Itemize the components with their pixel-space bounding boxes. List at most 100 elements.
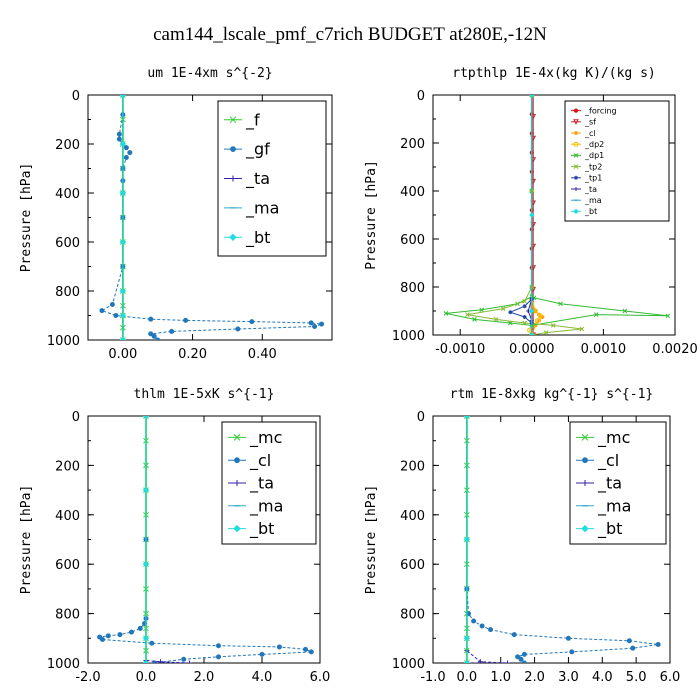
y-tick-label: 800 (55, 608, 80, 623)
legend-label: _tp2 (584, 162, 602, 171)
data-point (127, 150, 133, 156)
legend-swatch-marker (581, 524, 589, 533)
legend-label: _bt (597, 519, 622, 539)
data-point (187, 660, 192, 663)
data-point (522, 315, 527, 319)
legend-swatch-marker (230, 146, 236, 153)
x-tick-label: 0.0 (457, 670, 478, 685)
data-point (464, 660, 470, 663)
x-tick-label: 3.0 (558, 670, 579, 685)
data-point (216, 654, 221, 660)
data-point (550, 323, 556, 328)
data-point (119, 238, 127, 246)
data-point (249, 319, 255, 325)
series-line (466, 416, 659, 663)
y-axis-label: Pressure [hPa] (19, 163, 34, 273)
x-tick-label: 0.00 (108, 347, 137, 362)
legend-label: _cl (584, 129, 596, 138)
y-tick-label: 1000 (392, 329, 425, 344)
chart-panel: rtpthlp 1E-4x(kg K)/(kg s) Pressure [hPa]… (364, 66, 698, 357)
data-point (142, 560, 150, 568)
data-point (536, 318, 541, 323)
legend: _forcing _sf _cl _dp2 _dp1 _tp2 _tp1 _ta _ma _bt (564, 100, 670, 222)
x-tick-label: 1.0 (490, 670, 511, 685)
data-point (276, 644, 282, 650)
legend-label: _mc (597, 428, 630, 448)
legend-label: _bt (245, 228, 270, 248)
legend-swatch-marker (574, 175, 578, 180)
legend: _mc _cl _ta_ma _bt (221, 421, 317, 545)
legend-label: _cl (249, 451, 271, 471)
y-tick-label: 1000 (47, 657, 80, 672)
data-point (529, 332, 535, 335)
data-point (463, 659, 471, 663)
x-tick-label: 2.0 (194, 670, 215, 685)
plot-area (97, 416, 314, 663)
legend-label: _f (245, 110, 260, 130)
data-point (129, 629, 134, 635)
data-point (216, 643, 221, 649)
data-point (123, 145, 129, 151)
data-point (319, 321, 325, 327)
x-tick-label: 0.0000 (509, 342, 555, 357)
x-tick-label: 6.0 (660, 670, 681, 685)
data-point (113, 313, 119, 318)
data-point (471, 618, 477, 624)
legend-label: _mc (249, 428, 282, 448)
data-point (522, 304, 527, 309)
data-point (142, 486, 150, 494)
y-axis-label: Pressure [hPa] (19, 485, 34, 595)
y-tick-label: 200 (400, 459, 425, 474)
legend-swatch-marker (234, 480, 240, 486)
data-point (308, 649, 314, 655)
data-point (537, 313, 543, 319)
legend-swatch-marker (229, 116, 237, 124)
data-point (169, 328, 175, 334)
data-point (119, 189, 127, 197)
data-point (508, 310, 513, 315)
chart-title: rtm 1E-8xkg kg^{-1} s^{-1} (450, 387, 654, 402)
y-tick-label: 1000 (47, 334, 80, 349)
legend-label: _ta (584, 185, 597, 194)
chart-panel: rtm 1E-8xkg kg^{-1} s^{-1} Pressure [hPa]… (364, 387, 680, 685)
y-tick-label: 600 (55, 236, 80, 251)
data-point (123, 154, 129, 160)
data-point (521, 651, 527, 657)
x-tick-label: 2.0 (524, 670, 545, 685)
y-tick-label: 600 (55, 558, 80, 573)
data-point (149, 640, 155, 646)
data-point (142, 416, 150, 420)
data-point (312, 324, 318, 330)
data-point (148, 331, 154, 337)
legend-label: _tp1 (584, 174, 602, 183)
data-point (521, 660, 527, 663)
data-point (479, 307, 485, 313)
legend-label: _ma (584, 196, 602, 205)
data-point (116, 136, 122, 142)
legend-swatch-marker (233, 524, 241, 533)
data-point (443, 311, 449, 316)
y-tick-label: 400 (55, 187, 80, 202)
legend-label: _sf (584, 118, 596, 127)
legend-swatch-marker (581, 434, 589, 441)
y-tick-label: 0 (72, 410, 80, 425)
data-point (116, 131, 122, 137)
y-tick-label: 400 (400, 185, 425, 200)
data-point (579, 326, 585, 332)
x-tick-label: 0.0 (136, 670, 157, 685)
y-tick-label: 0 (72, 89, 80, 104)
data-point (518, 656, 524, 662)
data-point (565, 635, 571, 641)
legend-label: _ma (245, 199, 279, 219)
data-point (119, 287, 127, 295)
data-point (479, 623, 485, 629)
legend-swatch-marker (573, 208, 579, 215)
data-point (477, 659, 483, 663)
data-point (500, 306, 506, 311)
plot-area (443, 95, 671, 335)
data-point (303, 646, 308, 652)
data-point (119, 140, 127, 148)
x-tick-label: 0.40 (248, 347, 277, 362)
plot-area (99, 95, 325, 340)
data-point (593, 312, 599, 317)
